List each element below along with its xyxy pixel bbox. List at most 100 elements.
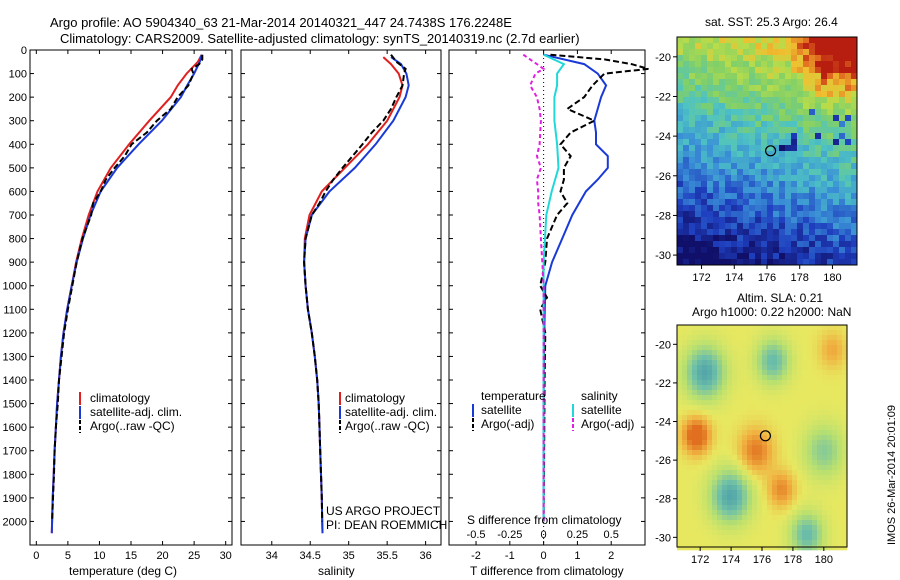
map-cell: [697, 355, 703, 361]
map-cell: [707, 241, 714, 248]
map-cell: [807, 430, 813, 436]
map-cell: [687, 395, 693, 401]
x-tick-label: 35.5: [376, 550, 397, 562]
map-cell: [692, 360, 698, 366]
map-cell: [833, 115, 840, 122]
map-cell: [697, 475, 703, 481]
map-cell: [802, 350, 808, 356]
map-cell: [791, 103, 798, 110]
x-tick-label: 35: [343, 550, 355, 562]
map-cell: [737, 375, 743, 381]
map-cell: [757, 530, 763, 536]
map-cell: [722, 335, 728, 341]
map-cell: [689, 61, 696, 68]
map-cell: [722, 380, 728, 386]
map-cell: [722, 345, 728, 351]
map-cell: [732, 510, 738, 516]
map-cell: [725, 193, 732, 200]
map-cell: [797, 175, 804, 182]
map-cell: [697, 360, 703, 366]
map-cell: [692, 365, 698, 371]
map-cell: [697, 330, 703, 336]
map-cell: [833, 121, 840, 128]
map-cell: [773, 169, 780, 176]
map-cell: [815, 253, 822, 260]
map-cell: [817, 490, 823, 496]
map-cell: [792, 435, 798, 441]
map-cell: [773, 205, 780, 212]
map-cell: [727, 380, 733, 386]
map-cell: [827, 330, 833, 336]
map-cell: [677, 223, 684, 230]
map-cell: [773, 223, 780, 230]
map-cell: [695, 223, 702, 230]
map-cell: [832, 330, 838, 336]
map-cell: [767, 465, 773, 471]
map-cell: [701, 115, 708, 122]
map-cell: [677, 247, 684, 254]
map-cell: [792, 545, 798, 551]
map-cell: [773, 85, 780, 92]
map-cell: [797, 395, 803, 401]
map-cell: [757, 345, 763, 351]
map-cell: [839, 211, 846, 218]
map-cell: [722, 505, 728, 511]
map-cell: [677, 103, 684, 110]
map-cell: [812, 420, 818, 426]
map-cell: [797, 199, 804, 206]
map-cell: [833, 241, 840, 248]
map-cell: [772, 385, 778, 391]
map-cell: [747, 420, 753, 426]
map-cell: [821, 187, 828, 194]
map-cell: [742, 495, 748, 501]
map-cell: [762, 355, 768, 361]
map-cell: [815, 169, 822, 176]
map-cell: [792, 510, 798, 516]
map-cell: [842, 450, 848, 456]
map-cell: [719, 151, 726, 158]
map-cell: [822, 525, 828, 531]
map-cell: [782, 480, 788, 486]
map-cell: [749, 109, 756, 116]
map-cell: [842, 440, 848, 446]
map-cell: [832, 530, 838, 536]
map-cell: [692, 395, 698, 401]
map-cell: [822, 545, 828, 551]
map-cell: [692, 515, 698, 521]
map-cell: [812, 540, 818, 546]
map-cell: [772, 410, 778, 416]
map-cell: [719, 235, 726, 242]
map-cell: [777, 345, 783, 351]
map-cell: [722, 545, 728, 551]
map-cell: [837, 405, 843, 411]
map-cell: [762, 415, 768, 421]
map-cell: [815, 199, 822, 206]
map-cell: [689, 49, 696, 56]
map-cell: [839, 205, 846, 212]
map-cell: [747, 480, 753, 486]
map-cell: [737, 253, 744, 260]
credit-line2: PI: DEAN ROEMMICH: [326, 518, 447, 532]
map-cell: [802, 420, 808, 426]
map-cell: [767, 175, 774, 182]
map-cell: [707, 43, 714, 50]
map-cell: [837, 335, 843, 341]
map-cell: [777, 380, 783, 386]
map-cell: [777, 420, 783, 426]
map-cell: [757, 330, 763, 336]
map-cell: [802, 335, 808, 341]
map-cell: [737, 163, 744, 170]
map-cell: [737, 480, 743, 486]
map-cell: [802, 495, 808, 501]
map-cell: [697, 345, 703, 351]
map-cell: [773, 37, 780, 44]
map-cell: [812, 470, 818, 476]
map-cell: [815, 79, 822, 86]
map-cell: [755, 133, 762, 140]
map-cell: [807, 475, 813, 481]
map-cell: [812, 375, 818, 381]
map-cell: [837, 480, 843, 486]
map-cell: [772, 450, 778, 456]
map-cell: [767, 79, 774, 86]
map-cell: [747, 490, 753, 496]
